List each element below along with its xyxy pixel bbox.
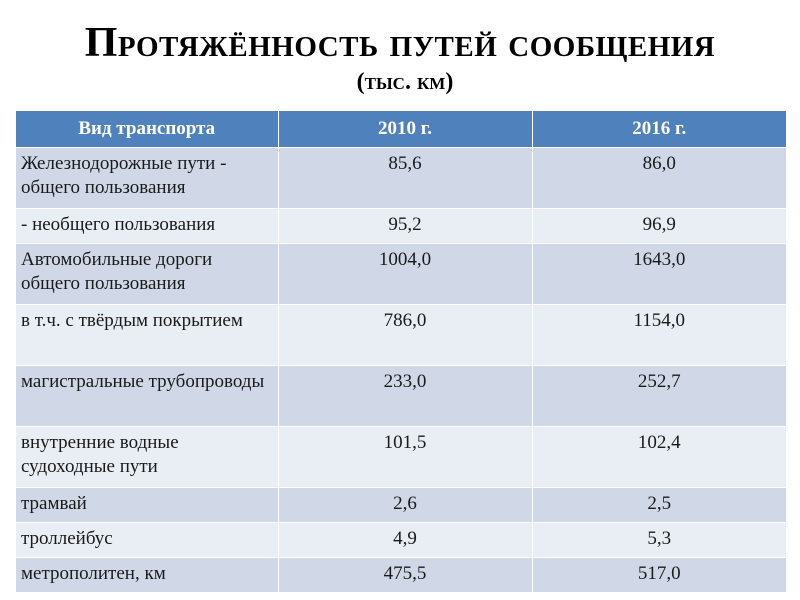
value-2016: 86,0: [532, 147, 786, 209]
row-label: внутренние водные судоходные пути: [16, 426, 279, 488]
table-row: в т.ч. с твёрдым покрытием 786,0 1154,0: [16, 304, 786, 366]
value-2016: 96,9: [532, 208, 786, 244]
row-label: Железнодорожные пути - общего пользовани…: [16, 147, 279, 209]
table-row: троллейбус 4,9 5,3: [16, 522, 786, 558]
data-table-container: Вид транспорта 2010 г. 2016 г. Железнодо…: [16, 111, 786, 592]
row-label: магистральные трубопроводы: [16, 365, 279, 427]
row-label: Автомобильные дороги общего пользования: [16, 243, 279, 305]
table-row: Железнодорожные пути - общего пользовани…: [16, 147, 786, 209]
row-label: - необщего пользования: [16, 208, 279, 244]
value-2010: 1004,0: [278, 243, 533, 305]
title-block: Протяжённость путей сообщения (тыс. км): [0, 18, 800, 96]
row-label: метрополитен, км: [16, 557, 279, 592]
value-2010: 4,9: [278, 522, 533, 558]
table-row: магистральные трубопроводы 233,0 252,7: [16, 365, 786, 427]
row-label: в т.ч. с твёрдым покрытием: [16, 304, 279, 366]
value-2010: 2,6: [278, 487, 533, 523]
value-2010: 85,6: [278, 147, 533, 209]
header-year-2016: 2016 г.: [532, 111, 786, 148]
table-row: - необщего пользования 95,2 96,9: [16, 208, 786, 244]
value-2010: 786,0: [278, 304, 533, 366]
page-title: Протяжённость путей сообщения: [84, 20, 716, 66]
value-2016: 2,5: [532, 487, 786, 523]
transport-table: Вид транспорта 2010 г. 2016 г. Железнодо…: [16, 111, 786, 592]
value-2010: 475,5: [278, 557, 533, 592]
header-year-2010: 2010 г.: [278, 111, 533, 148]
table-row: Автомобильные дороги общего пользования …: [16, 243, 786, 305]
table-header-row: Вид транспорта 2010 г. 2016 г.: [16, 111, 786, 148]
value-2016: 102,4: [532, 426, 786, 488]
table-row: внутренние водные судоходные пути 101,5 …: [16, 426, 786, 488]
value-2010: 101,5: [278, 426, 533, 488]
value-2010: 95,2: [278, 208, 533, 244]
value-2016: 1643,0: [532, 243, 786, 305]
value-2010: 233,0: [278, 365, 533, 427]
page-subtitle: (тыс. км): [356, 69, 454, 95]
row-label: троллейбус: [16, 522, 279, 558]
value-2016: 252,7: [532, 365, 786, 427]
value-2016: 1154,0: [532, 304, 786, 366]
value-2016: 517,0: [532, 557, 786, 592]
value-2016: 5,3: [532, 522, 786, 558]
table-row: трамвай 2,6 2,5: [16, 487, 786, 523]
row-label: трамвай: [16, 487, 279, 523]
table-row: метрополитен, км 475,5 517,0: [16, 557, 786, 592]
header-transport-type: Вид транспорта: [16, 111, 279, 148]
